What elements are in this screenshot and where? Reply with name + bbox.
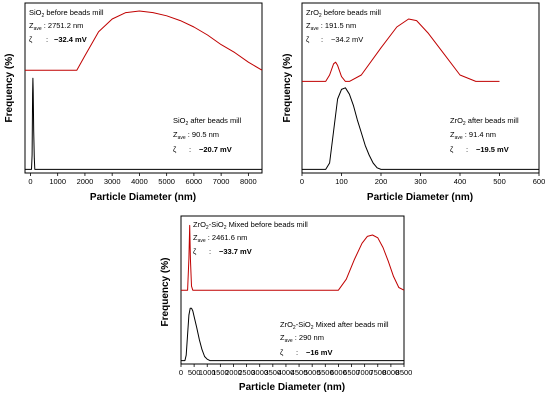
annotation-title: ZrO2-SiO2 Mixed after beads mill: [280, 320, 389, 331]
x-axis-label: Particle Diameter (nm): [239, 382, 345, 393]
annotation-zeta-value: −16 mV: [306, 348, 332, 357]
annotation-after: SiO2 after beads mill Zave : 90.5 nm ζ :…: [173, 116, 242, 154]
x-tick-label: 0: [300, 177, 304, 186]
series-line-before: [302, 18, 500, 82]
annotation-after: ZrO2-SiO2 Mixed after beads mill Zave : …: [280, 320, 389, 357]
annotation-zeta-symbol: ζ: [306, 35, 310, 44]
x-tick-label: 500: [493, 177, 506, 186]
x-tick-label: 100: [335, 177, 348, 186]
annotation-zave: Zave : 91.4 nm: [450, 130, 496, 141]
annotation-zave: Zave : 90.5 nm: [173, 130, 219, 141]
x-axis-ticks: 0 100 200 300 400 500 600: [300, 173, 545, 186]
x-tick-label: 300: [414, 177, 427, 186]
x-axis-ticks: 0 1000 2000 3000 4000 5000 6000 7000 8000: [28, 173, 257, 186]
x-tick-label: 8000: [383, 368, 400, 377]
annotation-zeta-sep: :: [321, 35, 323, 44]
y-axis-label: Frequency (%): [4, 54, 15, 123]
x-tick-label: 7000: [213, 177, 230, 186]
x-tick-label: 8500: [396, 368, 413, 377]
x-tick-label: 7500: [369, 368, 386, 377]
x-tick-label: 500: [188, 368, 201, 377]
x-tick-label: 200: [375, 177, 388, 186]
series-lines: [25, 10, 263, 170]
annotation-zave: Zave : 2461.6 nm: [193, 233, 247, 244]
annotation-title: ZrO2-SiO2 Mixed before beads mill: [193, 220, 308, 231]
x-axis-ticks: 0 500100015002000250030003500400045005000…: [179, 364, 412, 377]
y-axis-label: Frequency (%): [160, 258, 171, 327]
x-tick-label: 2500: [238, 368, 255, 377]
annotation-zeta-value: −32.4 mV: [54, 35, 87, 44]
annotation-zave: Zave : 191.5 nm: [306, 21, 356, 32]
series-lines: [181, 224, 405, 362]
annotation-zeta-value: −33.7 mV: [219, 247, 252, 256]
x-tick-label: 600: [533, 177, 546, 186]
annotation-zeta-symbol: ζ: [450, 145, 454, 154]
x-tick-label: 6000: [186, 177, 203, 186]
annotation-zeta-sep: :: [189, 145, 191, 154]
y-axis-label: Frequency (%): [282, 54, 293, 123]
annotation-zeta-value: −19.5 mV: [476, 145, 509, 154]
x-tick-label: 4500: [291, 368, 308, 377]
series-line-before: [25, 10, 263, 71]
x-tick-label: 4000: [131, 177, 148, 186]
annotation-zeta-symbol: ζ: [280, 348, 284, 357]
x-tick-label: 7000: [356, 368, 373, 377]
x-tick-label: 1000: [199, 368, 216, 377]
x-tick-label: 0: [179, 368, 183, 377]
x-tick-label: 1000: [49, 177, 66, 186]
x-tick-label: 6500: [343, 368, 360, 377]
series-line-after: [25, 77, 262, 170]
x-tick-label: 3000: [104, 177, 121, 186]
x-tick-label: 4000: [278, 368, 295, 377]
annotation-zeta-value: −34.2 mV: [331, 35, 363, 44]
annotation-title: SiO2 after beads mill: [173, 116, 242, 127]
annotation-zeta-value: −20.7 mV: [199, 145, 232, 154]
annotation-zeta-symbol: ζ: [193, 247, 197, 256]
annotation-title: SiO2 before beads mill: [29, 8, 104, 19]
series-lines: [302, 18, 539, 170]
x-tick-label: 3000: [251, 368, 268, 377]
x-tick-label: 6000: [330, 368, 347, 377]
annotation-zeta-symbol: ζ: [29, 35, 33, 44]
annotation-title: ZrO2 before beads mill: [306, 8, 381, 19]
x-axis-label: Particle Diameter (nm): [90, 192, 196, 203]
plot-frame: [24, 2, 263, 174]
series-line-before: [181, 224, 405, 291]
x-tick-label: 8000: [240, 177, 257, 186]
annotation-after: ZrO2 after beads mill Zave : 91.4 nm ζ :…: [450, 116, 519, 154]
x-tick-label: 400: [454, 177, 467, 186]
annotation-title: ZrO2 after beads mill: [450, 116, 519, 127]
series-line-after: [302, 87, 539, 170]
x-tick-label: 5000: [158, 177, 175, 186]
annotation-zeta-sep: :: [466, 145, 468, 154]
x-tick-label: 2000: [225, 368, 242, 377]
annotation-before: ZrO2-SiO2 Mixed before beads mill Zave :…: [193, 220, 308, 256]
annotation-zeta-sep: :: [296, 348, 298, 357]
annotation-before: SiO2 before beads mill Zave : 2751.2 nm …: [29, 8, 104, 44]
x-tick-label: 5500: [317, 368, 334, 377]
annotation-zeta-symbol: ζ: [173, 145, 177, 154]
annotation-zave: Zave : 2751.2 nm: [29, 21, 83, 32]
series-line-after: [181, 307, 404, 362]
x-tick-label: 5000: [304, 368, 321, 377]
x-tick-label: 1500: [212, 368, 229, 377]
x-tick-label: 0: [28, 177, 32, 186]
annotation-zave: Zave : 290 nm: [280, 333, 324, 344]
x-axis-label: Particle Diameter (nm): [367, 192, 473, 203]
annotation-zeta-sep: :: [46, 35, 48, 44]
x-tick-label: 2000: [77, 177, 94, 186]
annotation-zeta-sep: :: [209, 247, 211, 256]
annotation-before: ZrO2 before beads mill Zave : 191.5 nm ζ…: [306, 8, 381, 44]
x-tick-label: 3500: [264, 368, 281, 377]
